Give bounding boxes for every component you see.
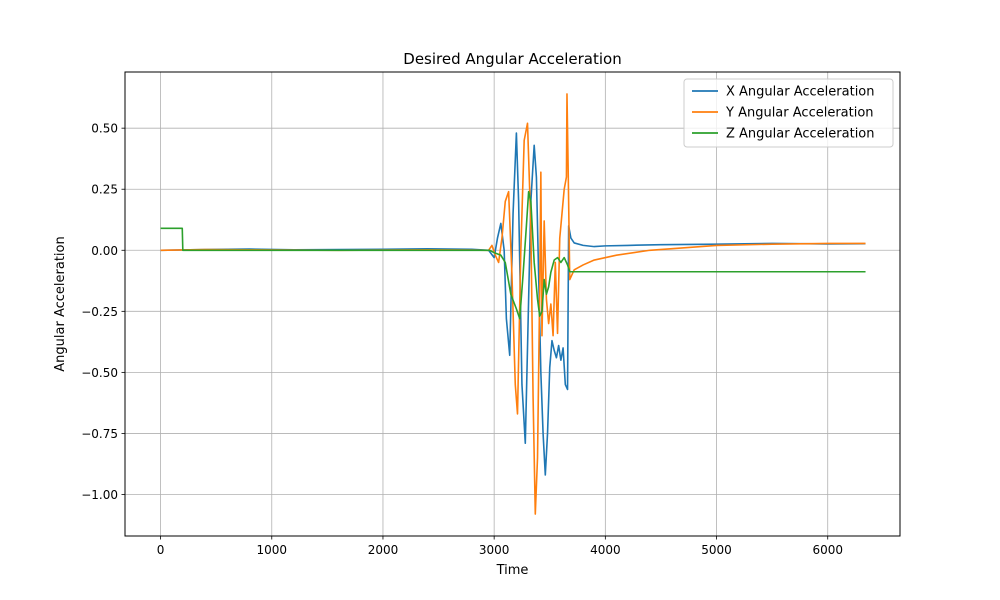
plot-frame: [124, 71, 901, 537]
y-tick-label: −0.25: [81, 305, 118, 319]
y-tick-label: −0.75: [81, 427, 118, 441]
chart-title: Desired Angular Acceleration: [403, 50, 621, 68]
x-axis-label: Time: [496, 563, 529, 578]
x-tick-label: 2000: [368, 543, 399, 557]
y-tick-label: 0.00: [91, 244, 118, 258]
x-tick-label: 5000: [701, 543, 732, 557]
y-tick-label: −1.00: [81, 488, 118, 502]
y-axis-label: Angular Acceleration: [53, 236, 68, 371]
legend-label: Z Angular Acceleration: [726, 127, 875, 142]
x-tick-label: 1000: [256, 543, 287, 557]
axis-ticks: 0 1000 2000 3000 4000 5000 6000 −1.00 −0.75 −0.50…: [81, 122, 843, 557]
series-lines: [160, 93, 866, 515]
legend: X Angular Acceleration Y Angular Accelera…: [683, 78, 894, 148]
series-line-3: [160, 190, 866, 320]
x-tick-label: 0: [157, 543, 165, 557]
x-tick-label: 3000: [479, 543, 510, 557]
legend-label: Y Angular Acceleration: [725, 106, 874, 121]
legend-box: [683, 78, 894, 148]
x-tick-label: 4000: [590, 543, 621, 557]
y-tick-label: 0.50: [91, 122, 118, 136]
legend-label: X Angular Acceleration: [726, 85, 875, 100]
x-tick-label: 6000: [812, 543, 843, 557]
series-line-2: [160, 93, 866, 515]
y-tick-label: −0.50: [81, 366, 118, 380]
y-tick-label: 0.25: [91, 183, 118, 197]
